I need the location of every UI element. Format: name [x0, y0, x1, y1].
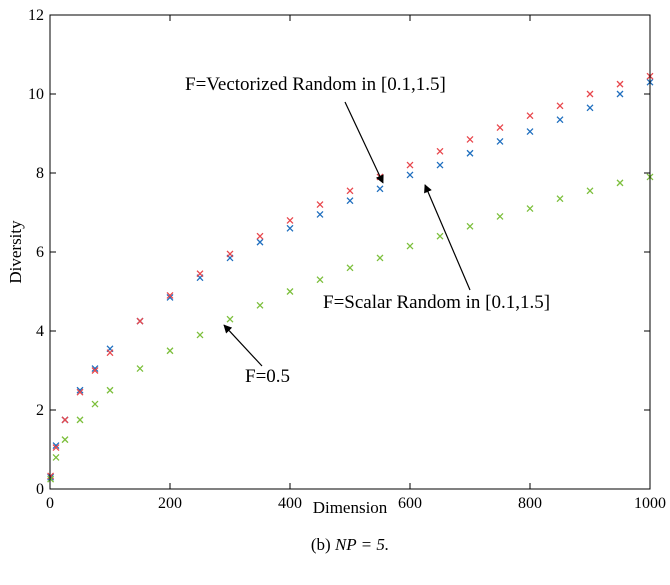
data-point: [226, 315, 234, 323]
data-point: [436, 232, 444, 240]
data-point: [436, 161, 444, 169]
annotation-label: F=Vectorized Random in [0.1,1.5]: [185, 74, 446, 95]
data-point: [166, 347, 174, 355]
x-tick-label: 1000: [634, 495, 666, 512]
data-point: [91, 367, 99, 374]
data-point: [166, 293, 174, 301]
data-point: [76, 416, 84, 424]
data-point: [52, 453, 60, 461]
data-point: [166, 291, 174, 299]
plot-series: [47, 72, 654, 483]
x-axis-label: Dimension: [313, 498, 388, 517]
data-point: [196, 331, 204, 339]
axis-ticks: 0 200 400 600 800 1000 0 2 4 6 8 10 12: [28, 7, 666, 512]
data-point: [61, 416, 69, 424]
data-point: [556, 102, 564, 110]
y-tick-label: 4: [36, 323, 44, 340]
data-point: [286, 224, 294, 232]
data-point: [526, 128, 534, 135]
data-point: [91, 400, 99, 408]
data-point: [47, 473, 55, 481]
data-point: [526, 205, 534, 213]
data-point: [346, 197, 354, 205]
y-tick-label: 0: [36, 481, 44, 498]
data-point: [526, 112, 534, 120]
data-point: [256, 301, 264, 309]
data-point: [316, 211, 324, 218]
data-point: [106, 349, 114, 357]
data-point: [406, 171, 414, 179]
data-point: [496, 212, 504, 220]
y-tick-label: 12: [28, 7, 44, 24]
data-point: [286, 216, 294, 224]
data-point: [466, 135, 474, 143]
data-point: [406, 242, 414, 250]
data-point: [106, 386, 114, 394]
data-point: [76, 388, 84, 396]
data-point: [256, 238, 264, 246]
y-tick-label: 10: [28, 86, 44, 103]
series-3: [47, 173, 654, 483]
annotation-arrow: [223, 324, 263, 367]
data-point: [376, 185, 384, 193]
y-tick-label: 8: [36, 165, 44, 182]
data-point: [586, 104, 594, 112]
data-point: [466, 149, 474, 157]
caption-math: NP = 5.: [334, 535, 389, 554]
data-point: [406, 161, 414, 169]
series-2: [47, 72, 654, 480]
data-point: [586, 90, 594, 98]
caption-prefix: (b): [311, 535, 335, 554]
y-tick-label: 6: [36, 244, 44, 261]
data-point: [136, 317, 144, 325]
data-point: [436, 147, 444, 155]
figure-caption: (b) NP = 5.: [311, 535, 389, 554]
data-point: [616, 90, 624, 98]
data-point: [496, 124, 504, 132]
data-point: [136, 365, 144, 372]
data-point: [586, 187, 594, 195]
data-point: [556, 116, 564, 124]
annotations: F=Vectorized Random in [0.1,1.5] F=Scalar…: [185, 74, 550, 387]
data-point: [316, 276, 324, 284]
data-point: [376, 254, 384, 262]
data-point: [226, 250, 234, 258]
annotation-label: F=0.5: [245, 366, 290, 387]
x-tick-label: 200: [158, 495, 182, 512]
x-tick-label: 600: [398, 495, 422, 512]
series-1: [47, 78, 654, 481]
x-tick-label: 800: [518, 495, 542, 512]
data-point: [91, 365, 99, 372]
data-point: [616, 179, 624, 187]
data-point: [76, 386, 84, 394]
data-point: [466, 222, 474, 230]
data-point: [496, 137, 504, 145]
data-point: [61, 436, 69, 444]
data-point: [52, 442, 60, 450]
annotation-arrow: [344, 101, 384, 184]
data-point: [52, 444, 60, 451]
data-point: [316, 201, 324, 209]
annotation-arrow: [424, 184, 471, 291]
data-point: [346, 187, 354, 195]
y-axis-label: Diversity: [6, 220, 25, 284]
x-tick-label: 0: [46, 495, 54, 512]
data-point: [196, 270, 204, 278]
data-point: [556, 195, 564, 203]
data-point: [616, 80, 624, 88]
data-point: [286, 288, 294, 295]
x-tick-label: 400: [278, 495, 302, 512]
data-point: [256, 232, 264, 240]
y-tick-label: 2: [36, 402, 44, 419]
annotation-label: F=Scalar Random in [0.1,1.5]: [323, 292, 550, 313]
data-point: [346, 264, 354, 272]
data-point: [47, 475, 55, 483]
